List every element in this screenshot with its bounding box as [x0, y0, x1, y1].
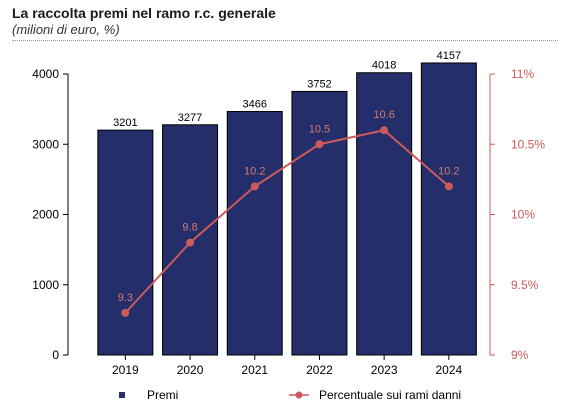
bar-value-label: 4157	[437, 50, 461, 62]
title-divider	[12, 40, 558, 41]
legend: Premi Percentuale sui rami danni	[119, 388, 461, 402]
bar-value-label: 3277	[178, 112, 202, 124]
percentage-point-2024	[444, 182, 453, 191]
left-axis-tick-label: 2000	[32, 208, 59, 222]
percentage-point-2021	[250, 182, 259, 191]
bar-value-label: 3466	[243, 99, 267, 111]
bar-premi-2024	[420, 62, 477, 356]
left-axis-tick-label: 4000	[32, 67, 59, 81]
percentage-value-label: 10.6	[373, 109, 394, 121]
bar-premi-2023	[356, 72, 413, 356]
percentage-value-label: 9.8	[182, 222, 197, 234]
percentage-line	[121, 126, 453, 317]
bars	[97, 62, 477, 356]
bar-value-label: 3201	[113, 117, 137, 129]
left-axis-tick-label: 0	[52, 348, 59, 362]
bar-value-label: 4018	[372, 60, 396, 72]
percentage-value-label: 10.2	[438, 165, 459, 177]
right-axis-tick-label: 9%	[511, 348, 529, 362]
percentage-value-label: 9.3	[118, 292, 133, 304]
bar-premi-2021	[226, 111, 283, 356]
legend-premi-swatch	[119, 392, 125, 398]
right-axis-tick-label: 10.5%	[511, 137, 545, 151]
bar-premi-2019	[97, 129, 154, 356]
bar-premi-2022	[291, 90, 348, 356]
percentage-point-2023	[380, 126, 389, 135]
data-labels: 3201 3277 3466 3752 4018 4157 9.3 9.8 10.2 10.5 10…	[113, 50, 461, 304]
percentage-line-path	[124, 129, 450, 314]
axes: 0 1000 2000 3000 4000 9% 9.5% 10% 10.5% 11% 2019 20…	[32, 67, 545, 377]
x-axis-tick-label: 2022	[306, 363, 333, 377]
right-axis-tick-label: 11%	[511, 67, 534, 81]
right-axis-tick-label: 10%	[511, 208, 535, 222]
percentage-point-2020	[186, 238, 195, 247]
x-axis-tick-label: 2019	[112, 363, 139, 377]
percentage-point-2022	[315, 140, 324, 149]
legend-percentage-label: Percentuale sui rami danni	[319, 388, 461, 402]
right-axis-tick-label: 9.5%	[511, 278, 539, 292]
bar-value-label: 3752	[307, 78, 331, 90]
x-axis-tick-label: 2024	[435, 363, 462, 377]
legend-line-marker	[295, 391, 303, 399]
chart-subtitle: (milioni di euro, %)	[12, 22, 120, 37]
chart-title: La raccolta premi nel ramo r.c. generale	[12, 5, 276, 21]
legend-premi-label: Premi	[147, 388, 178, 402]
percentage-point-2019	[121, 308, 130, 317]
x-axis-tick-label: 2020	[177, 363, 204, 377]
percentage-value-label: 10.5	[309, 123, 330, 135]
x-axis-tick-label: 2021	[241, 363, 268, 377]
percentage-value-label: 10.2	[244, 165, 265, 177]
left-axis-tick-label: 3000	[32, 137, 59, 151]
x-axis-tick-label: 2023	[371, 363, 398, 377]
left-axis-tick-label: 1000	[32, 278, 59, 292]
